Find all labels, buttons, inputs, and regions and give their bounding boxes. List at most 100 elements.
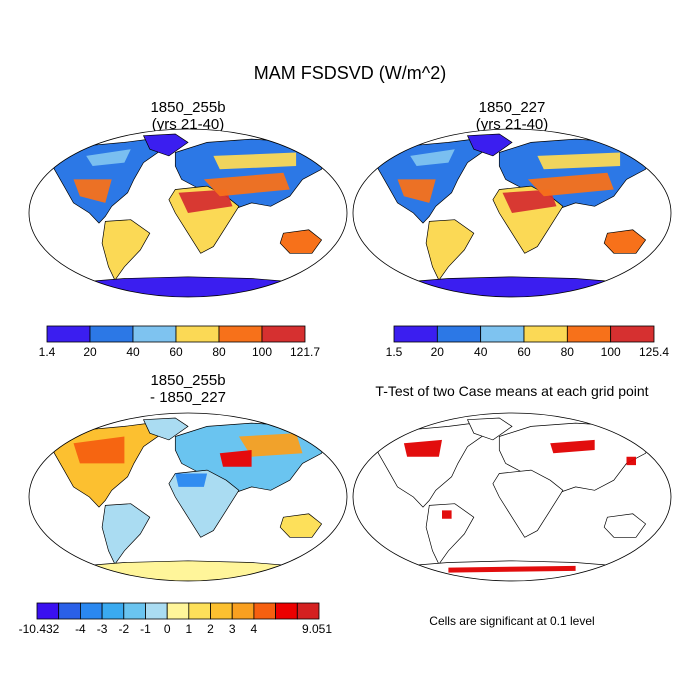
map-panel-3 xyxy=(28,412,348,582)
colorbar-tick-label: 125.4 xyxy=(639,345,669,359)
continent-south-america xyxy=(425,219,475,281)
panel-2-title-line1: 1850_227 xyxy=(478,99,546,116)
colorbar-tick-label: 9.051 xyxy=(302,622,332,636)
namerica-band xyxy=(397,179,436,203)
map-panel-2 xyxy=(352,128,672,298)
colorbar-segment xyxy=(566,325,612,343)
continent-greenland xyxy=(466,417,513,441)
colorbar-segment xyxy=(480,325,525,343)
siberia-band xyxy=(213,152,297,170)
colorbar-tick-label: 100 xyxy=(252,345,272,359)
colorbar-tick-label: 40 xyxy=(126,345,140,359)
map-border-4 xyxy=(352,412,672,582)
colorbar-tick-label: 1 xyxy=(185,622,192,636)
colorbar-tick-label: -4 xyxy=(75,622,86,636)
asia-band xyxy=(203,172,290,197)
colorbar-segment xyxy=(261,325,306,343)
colorbar-segment xyxy=(89,325,134,343)
canada-band xyxy=(410,149,455,166)
asia-hot xyxy=(219,450,252,467)
colorbar-segment xyxy=(436,325,482,343)
sig-samerica xyxy=(442,510,452,519)
colorbar-tick-label: 100 xyxy=(601,345,621,359)
colorbar-segment xyxy=(46,325,91,343)
colorbar-segment xyxy=(218,325,263,343)
colorbar-segment xyxy=(393,325,438,343)
namerica-band xyxy=(73,179,112,203)
panel-3-title-line2: - 1850_227 xyxy=(150,389,226,406)
panel-2-title: 1850_227 (yrs 21-40) xyxy=(352,99,672,133)
colorbar-segment xyxy=(175,325,220,343)
continent-australia xyxy=(603,229,647,254)
continent-greenland xyxy=(142,417,189,441)
colorbar-tick-label: 80 xyxy=(212,345,226,359)
colorbar-tick-label: 20 xyxy=(431,345,445,359)
colorbar-tick-label: 60 xyxy=(517,345,531,359)
asia-band xyxy=(527,172,614,197)
sig-eastasia xyxy=(626,456,636,466)
colorbar-tick-label: 1.5 xyxy=(386,345,403,359)
colorbar-2: 1.5 20 40 60 80 100 125.4 xyxy=(386,325,669,359)
continent-greenland xyxy=(142,133,189,157)
canada-band xyxy=(86,149,131,166)
colorbar-tick-label: -10.432 xyxy=(19,622,60,636)
colorbar-segment xyxy=(275,602,298,620)
namerica-warm xyxy=(73,436,125,464)
map-panel-1 xyxy=(28,128,348,298)
colorbar-segment xyxy=(166,602,190,620)
colorbar-3: -10.432 -4 -3 -2 -1 0 1 2 3 4 9.051 xyxy=(19,602,332,636)
continent-antarctica xyxy=(40,560,336,581)
continent-antarctica xyxy=(364,276,660,297)
panel-4-title: T-Test of two Case means at each grid po… xyxy=(375,383,649,399)
colorbar-tick-label: 121.7 xyxy=(290,345,320,359)
continent-south-america xyxy=(101,219,151,281)
panel-1-title-line1: 1850_255b xyxy=(150,99,226,116)
continent-south-america xyxy=(425,503,475,565)
colorbar-segment xyxy=(145,602,168,620)
sahara-band xyxy=(502,189,557,213)
panel-1-title: 1850_255b (yrs 21-40) xyxy=(28,99,348,133)
map-border-1 xyxy=(28,128,348,298)
continent-australia xyxy=(603,513,647,538)
colorbar-tick-label: -3 xyxy=(97,622,108,636)
panel-3-title-line1: 1850_255b xyxy=(150,372,226,389)
colorbar-segment xyxy=(123,602,146,620)
significance-note: Cells are significant at 0.1 level xyxy=(429,614,595,628)
map-panel-4 xyxy=(352,412,672,582)
colorbar-tick-label: 20 xyxy=(83,345,97,359)
continent-greenland xyxy=(466,133,513,157)
panel-3-title: 1850_255b - 1850_227 xyxy=(28,372,348,406)
sig-namerica xyxy=(403,439,442,457)
sig-antarctica xyxy=(448,565,576,573)
colorbar-tick-label: 60 xyxy=(169,345,183,359)
colorbar-segment xyxy=(80,602,103,620)
colorbar-tick-label: 4 xyxy=(251,622,258,636)
colorbar-segment xyxy=(610,325,655,343)
colorbar-tick-label: 0 xyxy=(164,622,171,636)
siberia-band xyxy=(537,152,621,170)
map-border-3 xyxy=(28,412,348,582)
continent-south-america xyxy=(101,503,151,565)
continent-australia xyxy=(279,229,323,254)
colorbar-segment xyxy=(231,602,255,620)
siberia-warm xyxy=(238,433,303,457)
colorbar-tick-label: 2 xyxy=(207,622,214,636)
colorbar-segment xyxy=(36,602,60,620)
colorbar-tick-label: 80 xyxy=(561,345,575,359)
panel-1-title-line2: (yrs 21-40) xyxy=(151,116,225,133)
sahara-band xyxy=(178,189,233,213)
colorbar-segment xyxy=(523,325,568,343)
colorbar-segment xyxy=(188,602,211,620)
colorbar-tick-label: 40 xyxy=(474,345,488,359)
colorbar-tick-label: 3 xyxy=(229,622,236,636)
continent-north-america xyxy=(371,422,488,508)
sig-asia xyxy=(550,439,595,454)
panel-2-title-line2: (yrs 21-40) xyxy=(475,116,549,133)
colorbar-segment xyxy=(58,602,81,620)
colorbar-segment xyxy=(132,325,177,343)
colorbar-tick-label: -2 xyxy=(118,622,129,636)
colorbar-segment xyxy=(253,602,276,620)
colorbar-tick-label: -1 xyxy=(140,622,151,636)
figure-title: MAM FSDSVD (W/m^2) xyxy=(253,63,447,83)
